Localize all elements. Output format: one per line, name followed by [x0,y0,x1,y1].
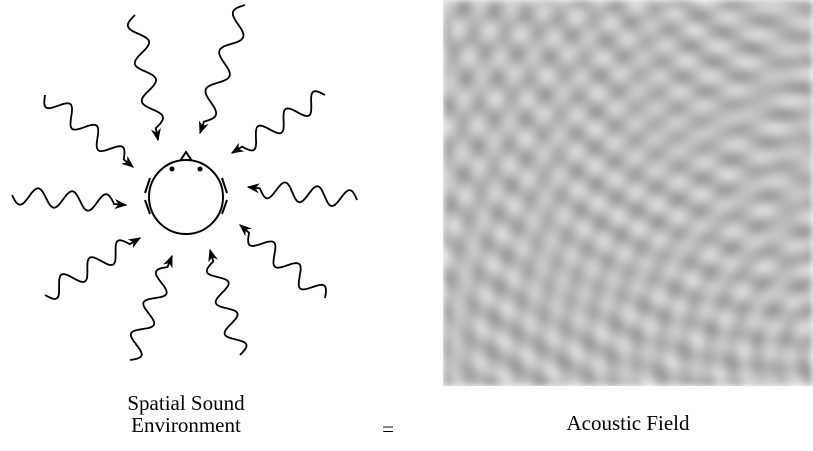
left-eye [169,166,175,172]
head-outline [148,159,224,235]
right-ear [221,177,228,215]
wave-arrow [11,187,128,212]
right-eye [197,166,203,172]
wave-arrow [230,90,326,154]
wave-arrow [205,248,248,356]
equals-sign: = [382,417,394,441]
head [144,150,228,235]
nose [179,150,193,162]
sound-waves [11,4,358,361]
left-ear [144,177,151,215]
left-caption: Spatial Sound [127,391,245,415]
wave-arrow [129,254,173,361]
acoustic-field-image [443,0,813,386]
wave-arrow [44,237,142,300]
wave-arrow [199,4,246,135]
wave-arrow [43,94,134,168]
right-caption: Acoustic Field [566,411,690,435]
wave-arrow [126,14,164,142]
wave-arrow [239,224,327,299]
wave-arrow [246,181,358,207]
left-caption: Environment [131,413,241,437]
